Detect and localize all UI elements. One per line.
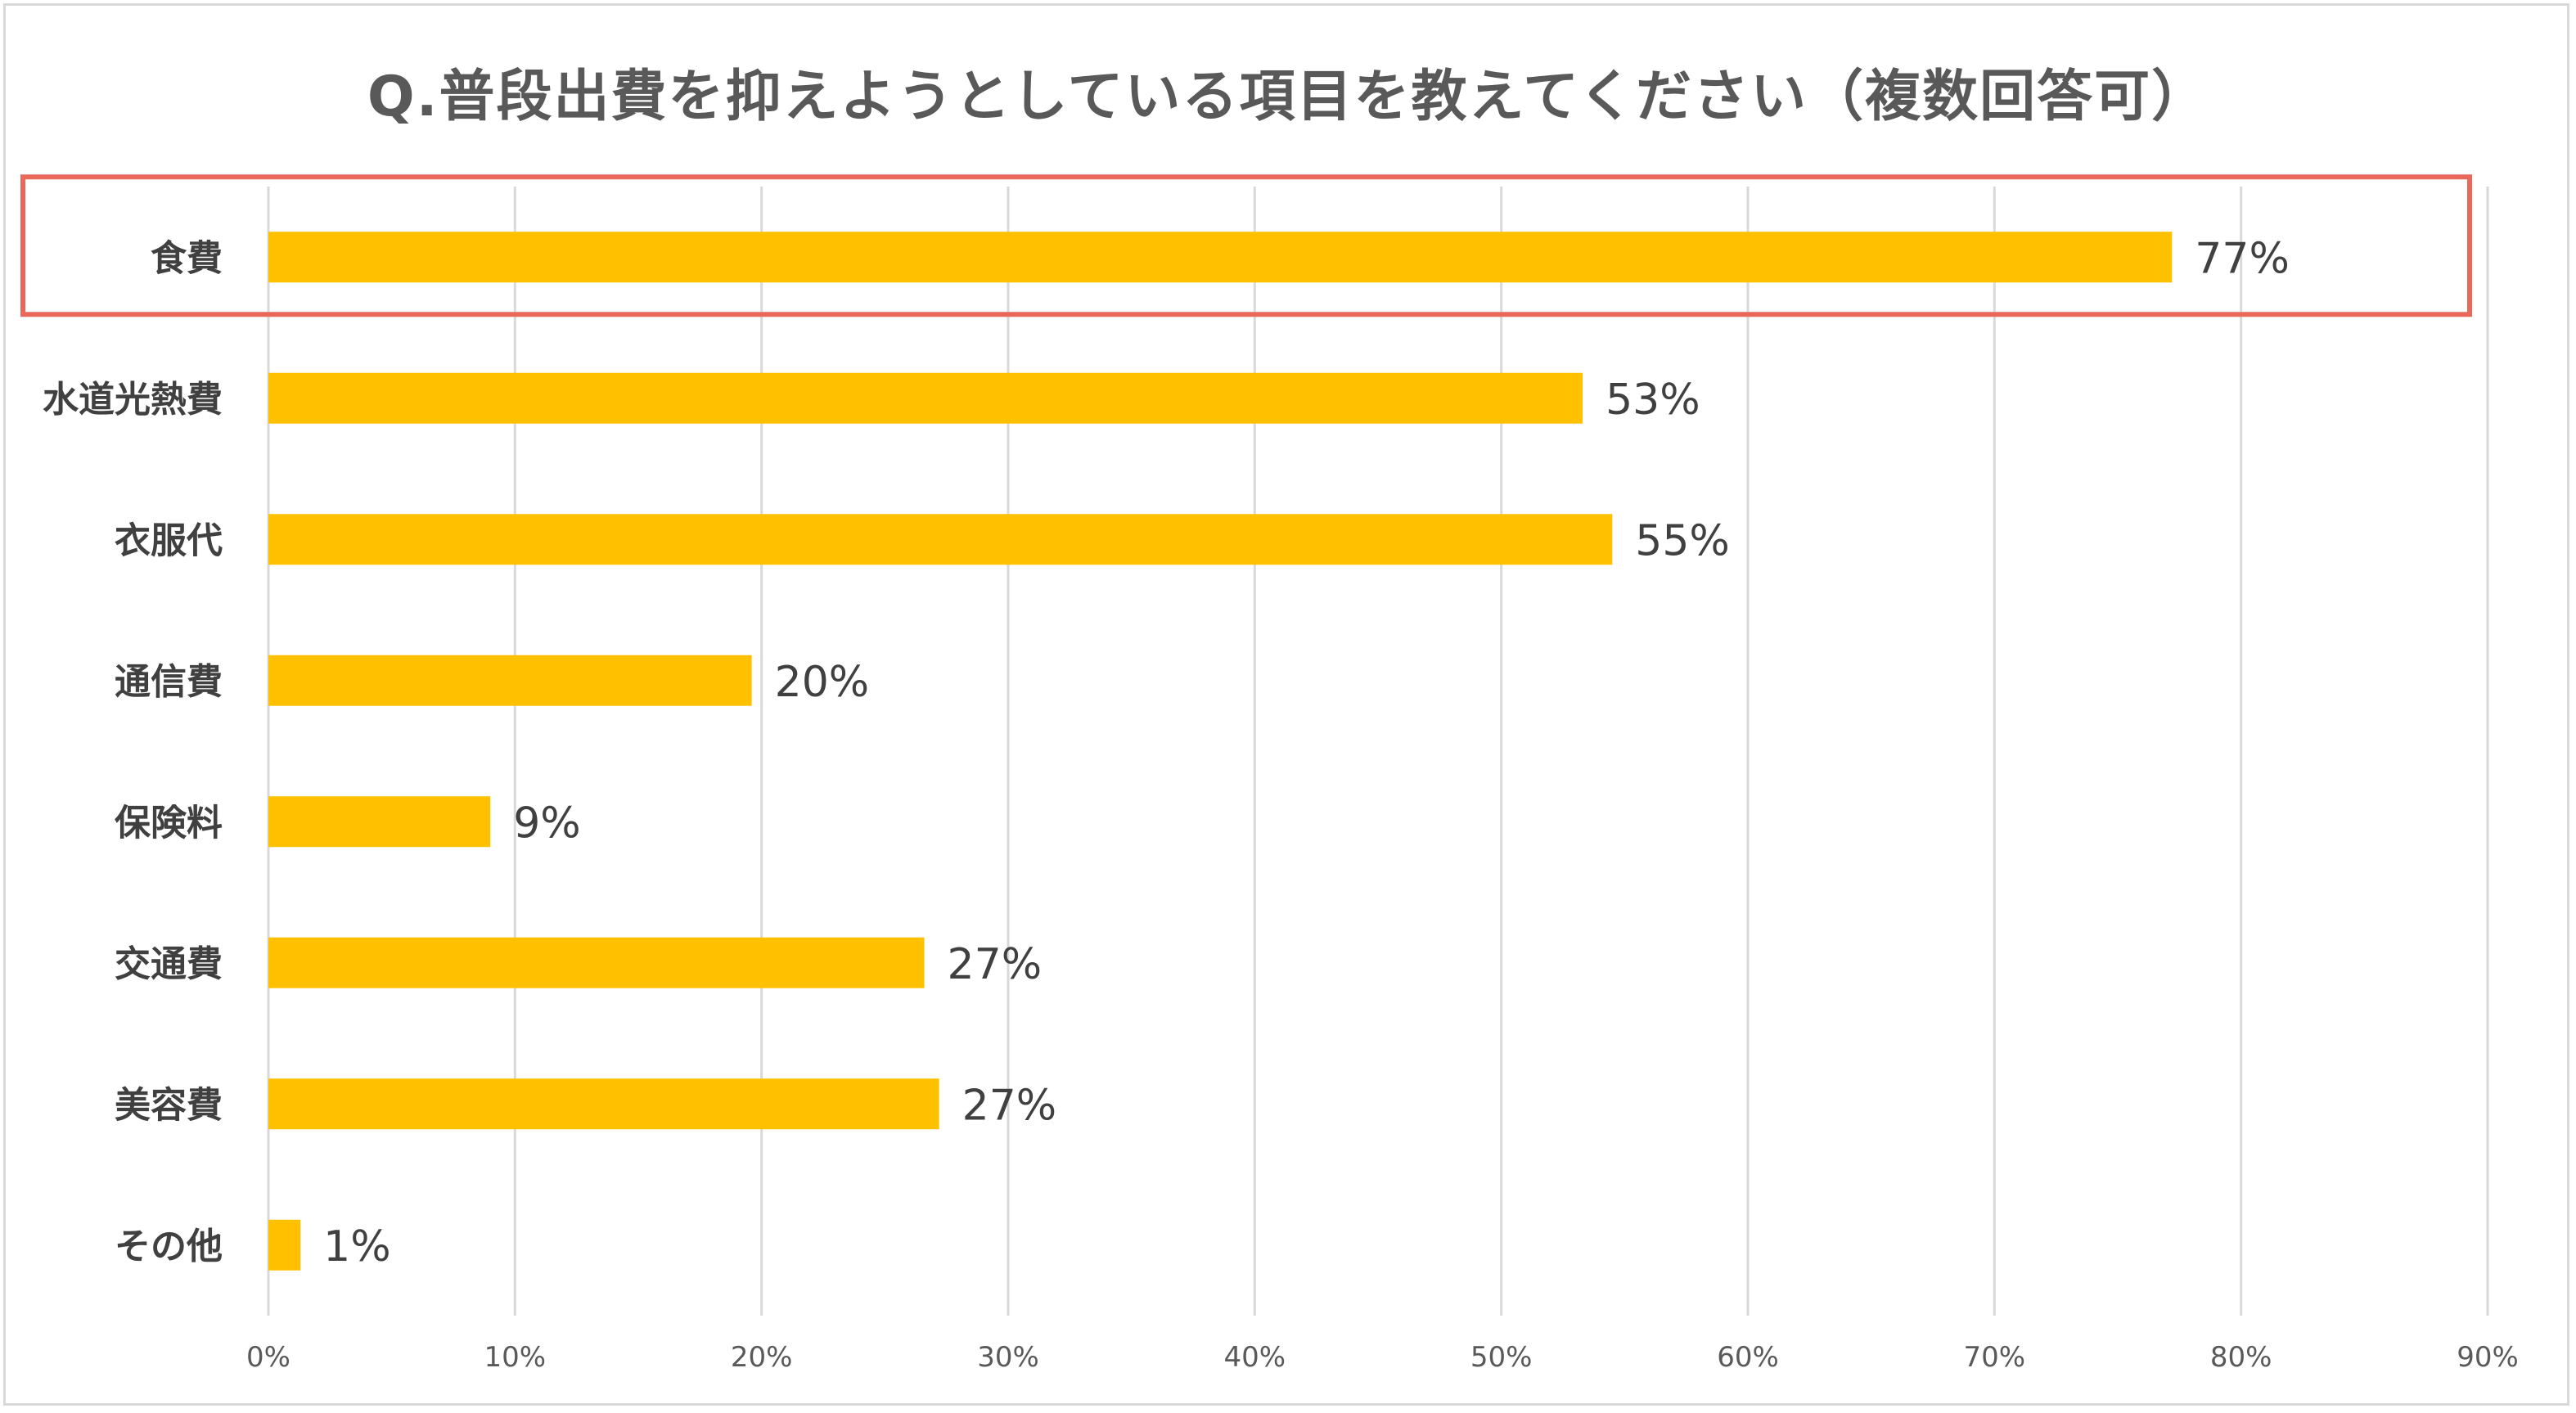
bar bbox=[268, 514, 1613, 565]
data-label: 20% bbox=[775, 658, 870, 707]
gridlines bbox=[267, 187, 2489, 1316]
data-label: 9% bbox=[513, 799, 581, 848]
bar bbox=[268, 232, 2173, 283]
highlight-box bbox=[20, 174, 2472, 317]
x-tick-label: 0% bbox=[246, 1341, 290, 1374]
x-tick-label: 40% bbox=[1224, 1341, 1286, 1374]
bar bbox=[268, 796, 491, 848]
bar bbox=[268, 1219, 301, 1271]
category-label: 交通費 bbox=[115, 943, 223, 985]
bar bbox=[268, 937, 925, 988]
chart-title: Q.普段出費を抑えようとしている項目を教えてください（複数回答可） bbox=[367, 65, 2209, 129]
x-tick-label: 20% bbox=[731, 1341, 793, 1374]
data-label: 55% bbox=[1635, 516, 1730, 565]
category-label: 食費 bbox=[151, 237, 223, 279]
bars bbox=[268, 232, 2173, 1271]
x-tick-label: 30% bbox=[977, 1341, 1039, 1374]
data-label: 27% bbox=[962, 1081, 1057, 1130]
category-label: 通信費 bbox=[115, 661, 223, 703]
category-label: 水道光熱費 bbox=[43, 379, 223, 421]
data-label: 1% bbox=[323, 1222, 391, 1271]
data-labels: 77% 53% 55% 20% 9% 27% 27% 1% bbox=[323, 234, 2290, 1271]
data-label: 53% bbox=[1605, 376, 1700, 425]
x-tick-label: 70% bbox=[1964, 1341, 2026, 1374]
x-tick-label: 60% bbox=[1717, 1341, 1779, 1374]
data-label: 77% bbox=[2195, 234, 2290, 283]
x-tick-label: 90% bbox=[2457, 1341, 2519, 1374]
highlight-layer bbox=[20, 174, 2472, 317]
bar bbox=[268, 372, 1583, 424]
category-label: 保険料 bbox=[115, 802, 223, 844]
x-tick-label: 10% bbox=[484, 1341, 547, 1374]
category-label: 美容費 bbox=[115, 1084, 223, 1126]
x-tick-label: 50% bbox=[1470, 1341, 1533, 1374]
x-axis-tick-labels: 0% 10% 20% 30% 40% 50% 60% 70% 80% 90% bbox=[246, 1341, 2519, 1374]
x-tick-label: 80% bbox=[2210, 1341, 2272, 1374]
category-label: その他 bbox=[115, 1226, 223, 1267]
bar bbox=[268, 655, 752, 706]
data-label: 27% bbox=[948, 940, 1043, 989]
category-label: 衣服代 bbox=[115, 520, 223, 561]
bar bbox=[268, 1078, 939, 1130]
